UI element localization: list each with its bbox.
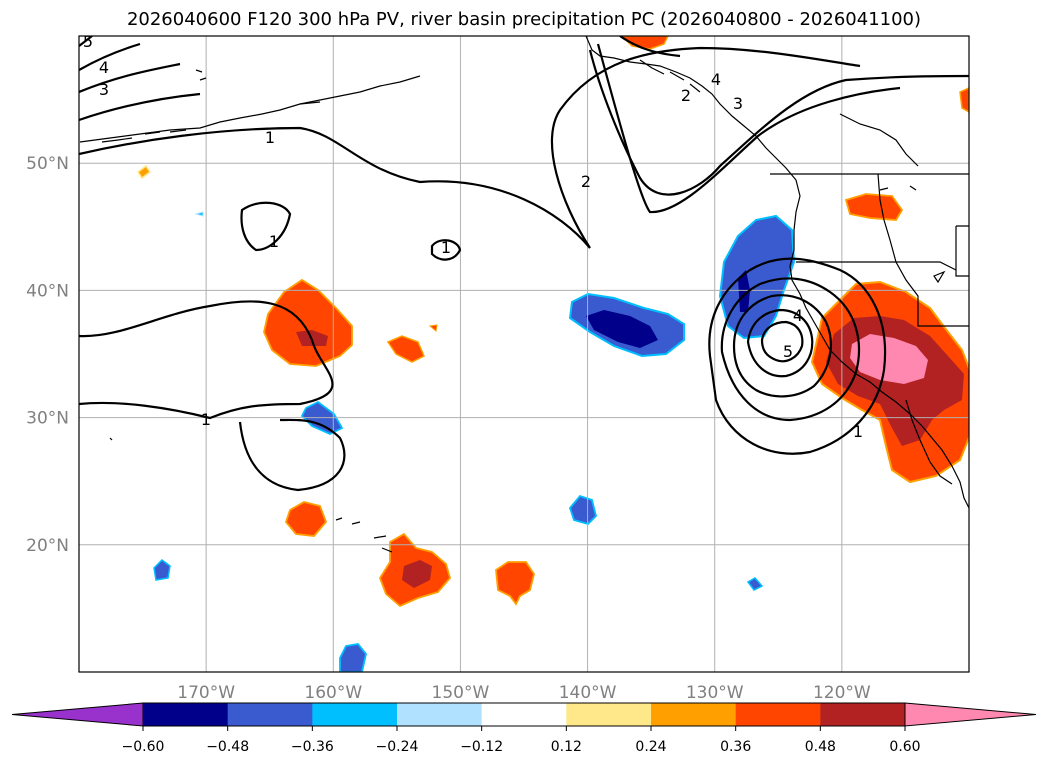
colorbar-extend-low [11,702,144,727]
precip-positive-core [850,334,928,384]
x-tick-label: 160°W [304,683,362,703]
colorbar-bin [735,703,821,726]
colorbar-bin [566,703,652,726]
precip-negative-core [586,310,658,348]
colorbar-tick-label: −0.60 [122,739,165,755]
colorbar-outline [143,702,905,727]
precip-positive-blob [428,324,438,332]
precip-positive-blob [959,87,969,113]
colorbar-bin [397,703,483,726]
x-tick-label: 130°W [686,683,744,703]
contour-label: 4 [99,58,109,77]
y-tick-label: 40°N [26,281,69,301]
colorbar-tick-label: 0.24 [635,739,666,755]
colorbar-bin [651,703,737,726]
x-tick-label: 140°W [559,683,617,703]
colorbar-tick-label: 0.48 [805,739,836,755]
precip-positive-core [402,560,432,588]
x-axis-ticks: 170°W 160°W 150°W 140°W 130°W 120°W [177,683,871,703]
colorbar-bin [312,703,398,726]
precip-negative-blob [153,559,171,581]
contour-label: 1 [441,238,451,257]
coastlines [79,36,969,553]
precip-negative-blob [194,211,204,217]
precip-positive-blob [284,501,328,537]
contour-label: 3 [733,94,743,113]
colorbar-bin [227,703,313,726]
y-tick-label: 50°N [26,154,69,174]
precip-negative-blob [568,494,597,526]
colorbar-tick-label: 0.60 [889,739,920,755]
y-tick-label: 20°N [26,536,69,556]
chart-title: 2026040600 F120 300 hPa PV, river basin … [127,9,921,30]
colorbar-tick-label: −0.48 [206,739,249,755]
precip-positive-blob [136,164,152,180]
contour-label: 1 [265,128,275,147]
map-frame [78,35,970,673]
pv-contours [79,36,969,492]
colorbar-bin [481,703,567,726]
contour-label: 3 [99,80,109,99]
contour-label: 2 [581,172,591,191]
precip-positive-blob [495,561,535,606]
precip-positive-blob [620,36,669,50]
colorbar-tick-label: −0.36 [291,739,334,755]
contour-label: 4 [711,70,721,89]
x-tick-label: 170°W [177,683,235,703]
precip-positive-blob [263,278,353,367]
colorbar-bin [143,703,229,726]
colorbar-tick-label: 0.12 [551,739,582,755]
colorbar-tick-label: −0.24 [376,739,419,755]
colorbar [11,702,1037,727]
contour-label: 4 [793,306,803,325]
precip-negative-blob [746,577,764,591]
precip-positive-blob [386,335,425,363]
contour-label: 1 [201,410,211,429]
colorbar-tick-label: −0.12 [460,739,503,755]
y-tick-label: 30°N [26,409,69,429]
precip-negative-core [738,270,750,312]
y-axis-ticks: 20°N 30°N 40°N 50°N [26,154,69,556]
precip-negative-blob [339,643,367,672]
x-tick-label: 120°W [813,683,871,703]
colorbar-ticks: −0.60 −0.48 −0.36 −0.24 −0.12 0.12 0.24 0.36 0.4… [122,726,921,755]
x-tick-label: 150°W [432,683,490,703]
contour-label: 1 [269,232,279,251]
contour-label: 2 [681,86,691,105]
contour-label: 1 [853,422,863,441]
colorbar-bin [820,703,906,726]
precip-shading [136,36,969,672]
contour-label: 5 [783,342,793,361]
precip-positive-blob [844,193,904,221]
contour-label: 5 [83,32,93,51]
map-grid [79,36,969,672]
colorbar-tick-label: 0.36 [720,739,751,755]
colorbar-extend-high [904,702,1037,727]
